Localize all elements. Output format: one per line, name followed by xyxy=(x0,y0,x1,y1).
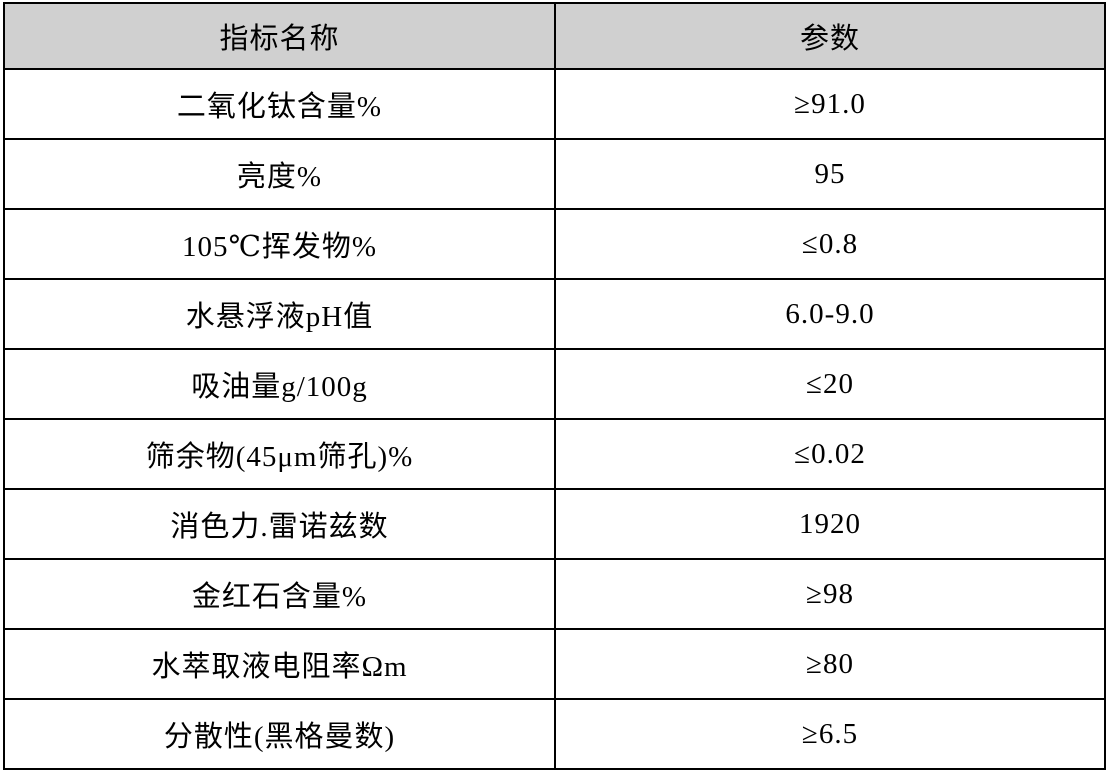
table-row: 分散性(黑格曼数) ≥6.5 xyxy=(3,698,1106,770)
table-row: 二氧化钛含量% ≥91.0 xyxy=(3,68,1106,140)
indicator-name-cell: 水悬浮液pH值 xyxy=(3,278,556,350)
table-row: 水萃取液电阻率Ωm ≥80 xyxy=(3,628,1106,700)
parameter-value-cell: ≤0.02 xyxy=(554,418,1106,490)
header-cell-parameter: 参数 xyxy=(554,2,1106,70)
parameter-value-cell: ≤0.8 xyxy=(554,208,1106,280)
parameter-value-cell: 1920 xyxy=(554,488,1106,560)
parameter-value-cell: ≤20 xyxy=(554,348,1106,420)
table-row: 消色力.雷诺兹数 1920 xyxy=(3,488,1106,560)
spec-table-header: 指标名称 参数 xyxy=(3,2,1106,70)
indicator-name-cell: 吸油量g/100g xyxy=(3,348,556,420)
header-row: 指标名称 参数 xyxy=(3,2,1106,70)
table-row: 105℃挥发物% ≤0.8 xyxy=(3,208,1106,280)
indicator-name-cell: 金红石含量% xyxy=(3,558,556,630)
spec-table-body: 二氧化钛含量% ≥91.0 亮度% 95 105℃挥发物% ≤0.8 水悬浮液p… xyxy=(3,68,1106,770)
indicator-name-cell: 筛余物(45μm筛孔)% xyxy=(3,418,556,490)
indicator-name-cell: 亮度% xyxy=(3,138,556,210)
table-row: 吸油量g/100g ≤20 xyxy=(3,348,1106,420)
spec-table: 指标名称 参数 二氧化钛含量% ≥91.0 亮度% 95 105℃挥发物% ≤0… xyxy=(3,2,1106,770)
header-cell-indicator-name: 指标名称 xyxy=(3,2,556,70)
indicator-name-cell: 分散性(黑格曼数) xyxy=(3,698,556,770)
parameter-value-cell: ≥98 xyxy=(554,558,1106,630)
table-row: 筛余物(45μm筛孔)% ≤0.02 xyxy=(3,418,1106,490)
table-row: 亮度% 95 xyxy=(3,138,1106,210)
parameter-value-cell: 95 xyxy=(554,138,1106,210)
parameter-value-cell: 6.0-9.0 xyxy=(554,278,1106,350)
parameter-value-cell: ≥91.0 xyxy=(554,68,1106,140)
parameter-value-cell: ≥80 xyxy=(554,628,1106,700)
table-row: 金红石含量% ≥98 xyxy=(3,558,1106,630)
indicator-name-cell: 二氧化钛含量% xyxy=(3,68,556,140)
indicator-name-cell: 消色力.雷诺兹数 xyxy=(3,488,556,560)
indicator-name-cell: 水萃取液电阻率Ωm xyxy=(3,628,556,700)
indicator-name-cell: 105℃挥发物% xyxy=(3,208,556,280)
parameter-value-cell: ≥6.5 xyxy=(554,698,1106,770)
table-row: 水悬浮液pH值 6.0-9.0 xyxy=(3,278,1106,350)
